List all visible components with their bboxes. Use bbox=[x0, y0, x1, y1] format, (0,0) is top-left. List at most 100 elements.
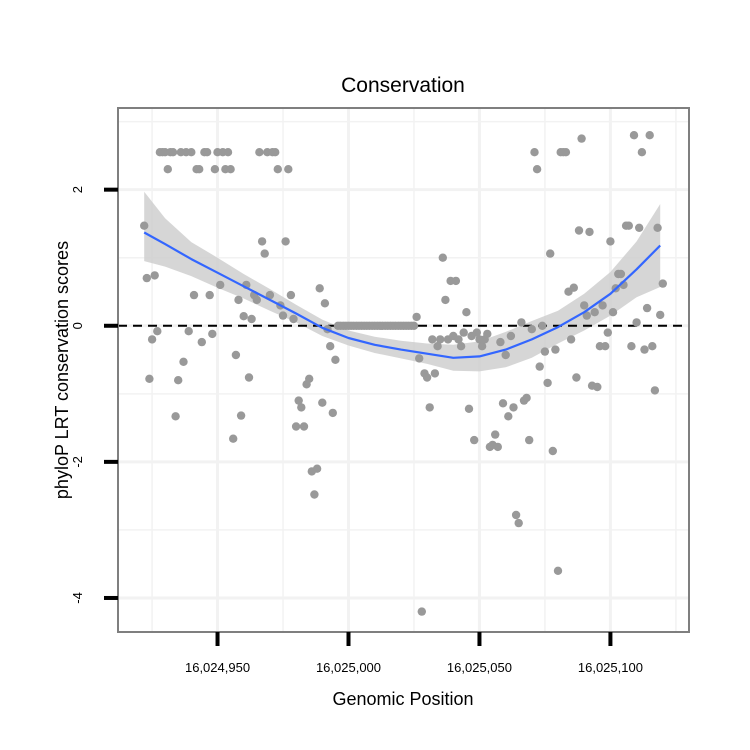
data-point bbox=[642, 303, 652, 313]
data-point bbox=[428, 335, 437, 344]
data-point bbox=[598, 301, 607, 310]
data-point bbox=[546, 249, 555, 258]
data-point bbox=[239, 312, 248, 321]
data-point bbox=[297, 403, 306, 412]
data-point bbox=[265, 290, 275, 300]
data-point bbox=[477, 342, 487, 351]
data-point bbox=[412, 312, 421, 322]
data-point bbox=[553, 566, 563, 575]
data-point bbox=[653, 223, 662, 232]
data-point bbox=[548, 446, 557, 456]
data-point bbox=[284, 165, 293, 174]
data-point bbox=[483, 329, 492, 339]
data-point bbox=[150, 271, 159, 280]
data-point bbox=[566, 335, 576, 344]
data-point bbox=[532, 165, 542, 174]
data-point bbox=[299, 422, 309, 431]
data-point bbox=[320, 299, 330, 308]
data-point bbox=[234, 295, 243, 305]
data-point bbox=[145, 374, 154, 383]
data-point bbox=[522, 393, 531, 403]
data-point bbox=[569, 283, 578, 292]
data-point bbox=[627, 342, 636, 351]
x-tick-label: 16,025,000 bbox=[316, 660, 381, 675]
data-point bbox=[538, 321, 547, 330]
data-point bbox=[409, 321, 419, 330]
data-point bbox=[551, 345, 560, 354]
data-point bbox=[572, 373, 581, 382]
data-point bbox=[493, 442, 502, 452]
data-point bbox=[496, 337, 505, 347]
data-point bbox=[202, 148, 212, 157]
smooth-line-layer bbox=[143, 231, 661, 359]
y-tick-label: 0 bbox=[70, 322, 85, 329]
data-point bbox=[527, 325, 536, 334]
data-point bbox=[205, 290, 214, 300]
data-point bbox=[278, 311, 288, 320]
data-point bbox=[635, 223, 644, 232]
data-point bbox=[312, 464, 322, 473]
panel-border bbox=[117, 107, 690, 633]
smooth-line bbox=[143, 231, 661, 359]
data-point bbox=[189, 290, 199, 300]
data-point bbox=[441, 295, 450, 305]
chart-title: Conservation bbox=[341, 74, 465, 97]
data-point bbox=[530, 148, 539, 157]
data-point bbox=[517, 318, 526, 327]
data-point bbox=[417, 607, 426, 616]
data-point bbox=[294, 396, 303, 405]
data-point bbox=[430, 369, 440, 378]
data-point bbox=[506, 331, 516, 341]
data-point bbox=[310, 490, 319, 499]
data-point bbox=[514, 518, 523, 528]
data-point bbox=[438, 253, 447, 262]
data-point bbox=[415, 354, 424, 363]
data-point bbox=[540, 347, 550, 356]
x-tick-label: 16,025,050 bbox=[447, 660, 512, 675]
data-point bbox=[543, 378, 552, 388]
data-point bbox=[561, 148, 571, 157]
data-point bbox=[632, 318, 641, 327]
data-point bbox=[459, 328, 468, 337]
data-point bbox=[328, 408, 337, 418]
grid-lines bbox=[118, 108, 689, 632]
data-point bbox=[422, 373, 432, 382]
data-point bbox=[656, 310, 665, 320]
x-tick-label: 16,024,950 bbox=[185, 660, 250, 675]
data-point bbox=[462, 308, 471, 317]
x-axis-label: Genomic Position bbox=[332, 689, 473, 709]
data-point bbox=[163, 165, 172, 174]
data-point bbox=[535, 362, 544, 371]
data-point bbox=[491, 430, 500, 439]
data-point bbox=[281, 237, 290, 246]
data-point bbox=[179, 357, 188, 366]
data-point bbox=[593, 382, 602, 392]
data-point bbox=[616, 269, 626, 279]
data-point bbox=[658, 279, 667, 288]
data-point bbox=[645, 131, 654, 140]
data-point bbox=[525, 435, 534, 445]
data-point bbox=[640, 345, 649, 354]
data-point bbox=[291, 422, 301, 431]
y-tick-label: -4 bbox=[70, 592, 85, 604]
data-point bbox=[650, 386, 660, 395]
y-tick-label: -2 bbox=[70, 456, 85, 468]
x-tick-label: 16,025,100 bbox=[578, 660, 643, 675]
data-point bbox=[456, 342, 466, 351]
data-point bbox=[574, 226, 584, 235]
data-point bbox=[231, 350, 241, 360]
data-point bbox=[229, 434, 238, 443]
data-point bbox=[257, 237, 267, 246]
data-point bbox=[436, 335, 445, 344]
data-point bbox=[168, 148, 178, 157]
data-point bbox=[255, 148, 264, 157]
data-point bbox=[504, 412, 513, 421]
data-point bbox=[236, 411, 246, 420]
data-point bbox=[142, 273, 151, 283]
data-point bbox=[637, 148, 647, 157]
y-axis-ticks: -4 -2 0 2 bbox=[70, 186, 118, 604]
data-point bbox=[454, 335, 463, 344]
data-point bbox=[464, 404, 474, 413]
data-point bbox=[326, 342, 335, 351]
